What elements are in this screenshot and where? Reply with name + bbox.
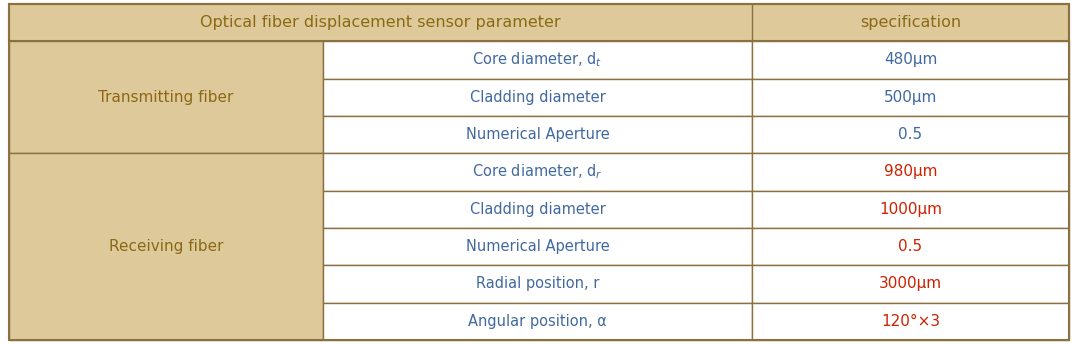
Bar xyxy=(9,4,1069,41)
Text: Cladding diameter: Cladding diameter xyxy=(470,202,605,217)
Text: Core diameter, d$_t$: Core diameter, d$_t$ xyxy=(472,51,603,69)
Bar xyxy=(323,153,751,191)
Text: Numerical Aperture: Numerical Aperture xyxy=(466,239,609,254)
Text: Numerical Aperture: Numerical Aperture xyxy=(466,127,609,142)
Text: Receiving fiber: Receiving fiber xyxy=(109,239,223,254)
Bar xyxy=(323,116,751,153)
Text: 120°×3: 120°×3 xyxy=(881,314,940,329)
Bar xyxy=(323,78,751,116)
Bar xyxy=(751,116,1069,153)
Text: 0.5: 0.5 xyxy=(898,127,923,142)
Text: Cladding diameter: Cladding diameter xyxy=(470,90,605,105)
Text: Transmitting fiber: Transmitting fiber xyxy=(98,90,234,105)
Text: 480μm: 480μm xyxy=(884,52,937,67)
Bar xyxy=(323,302,751,340)
Bar xyxy=(751,41,1069,78)
Text: Optical fiber displacement sensor parameter: Optical fiber displacement sensor parame… xyxy=(199,15,561,30)
Bar xyxy=(323,228,751,265)
Bar xyxy=(751,78,1069,116)
Bar xyxy=(323,265,751,302)
Text: specification: specification xyxy=(860,15,962,30)
Bar xyxy=(323,191,751,228)
Text: Radial position, r: Radial position, r xyxy=(475,276,599,291)
Text: 1000μm: 1000μm xyxy=(879,202,942,217)
Text: 3000μm: 3000μm xyxy=(879,276,942,291)
Bar xyxy=(751,153,1069,191)
Bar xyxy=(751,265,1069,302)
Text: Core diameter, d$_r$: Core diameter, d$_r$ xyxy=(472,162,603,181)
Bar xyxy=(751,302,1069,340)
Text: Angular position, α: Angular position, α xyxy=(468,314,607,329)
Bar xyxy=(9,41,323,153)
Bar xyxy=(751,191,1069,228)
Bar xyxy=(323,41,751,78)
Bar xyxy=(9,153,323,340)
Text: 0.5: 0.5 xyxy=(898,239,923,254)
Text: 500μm: 500μm xyxy=(884,90,937,105)
Text: 980μm: 980μm xyxy=(884,164,937,179)
Bar xyxy=(751,228,1069,265)
